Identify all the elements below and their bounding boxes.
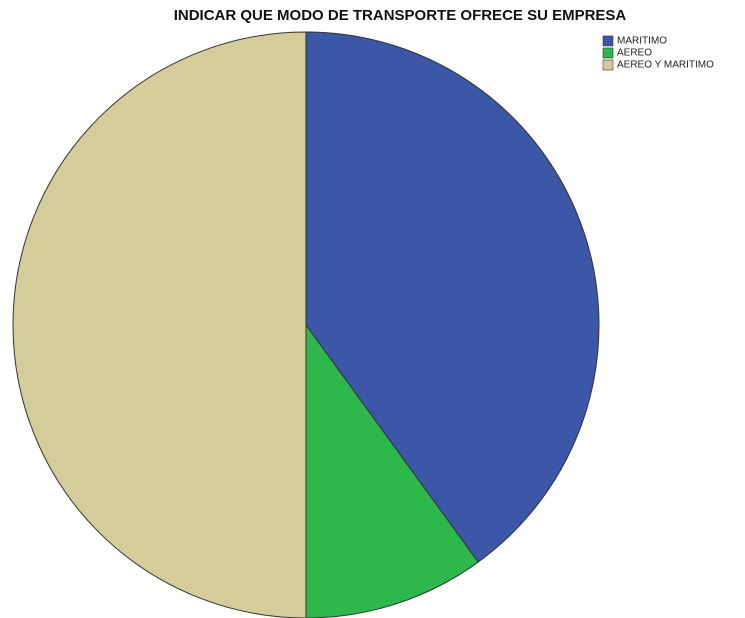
legend-swatch <box>602 47 614 59</box>
chart-title: INDICAR QUE MODO DE TRANSPORTE OFRECE SU… <box>174 7 627 24</box>
legend-label: MARITIMO <box>617 36 667 47</box>
pie-slice <box>12 31 307 618</box>
legend-label: AEREO Y MARITIMO <box>617 60 714 71</box>
pie-slice <box>305 31 600 563</box>
legend-swatch <box>602 59 614 71</box>
legend-label: AEREO <box>617 48 652 59</box>
legend-swatch <box>602 35 614 47</box>
